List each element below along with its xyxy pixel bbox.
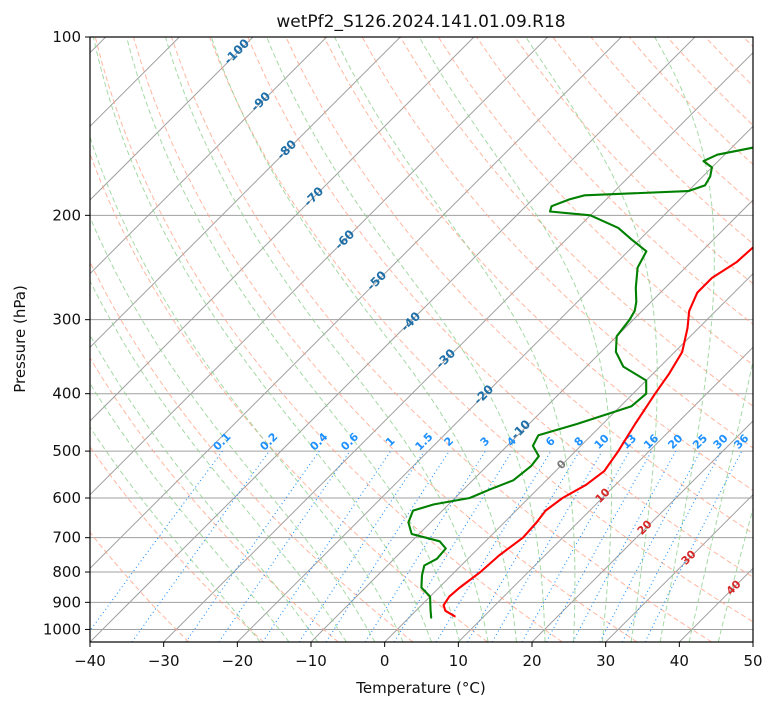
mixing-ratio-line [132,451,269,642]
dry-adiabat-line [744,37,775,642]
moist-adiabat-line [93,37,431,642]
dry-adiabat-label: -50 [364,268,389,293]
moist-adiabat-line [0,37,260,642]
dry-adiabat-line [438,37,775,642]
x-tick-label: 50 [743,652,762,670]
dry-adiabat-line [705,37,775,642]
x-tick-label: 20 [522,652,541,670]
x-tick-label: −30 [148,652,180,670]
chart-title: wetPf2_S126.2024.141.01.09.R18 [276,12,565,32]
y-tick-label: 600 [52,489,81,507]
isotherm-line [0,37,253,642]
x-tick-label: 30 [596,652,615,670]
moist-adiabat-line [39,37,375,642]
dry-adiabat-line [667,37,775,642]
x-tick-label: −40 [74,652,106,670]
mixing-ratio-label: 20 [665,431,685,451]
background-line-layer [0,37,775,642]
mixing-ratio-line [573,451,676,642]
isotherm-line [0,37,400,642]
isotherm-line [532,37,775,642]
mixing-ratio-label: 2 [442,434,457,449]
x-tick-label: −20 [222,652,254,670]
mixing-ratio-label: 8 [572,434,587,449]
mixing-ratio-label: 0.6 [338,430,361,453]
mixing-ratio-label: 6 [543,434,558,449]
y-axis-label: Pressure (hPa) [11,285,29,393]
y-tick-label: 1000 [43,620,81,638]
dewpoint-profile-line [408,37,775,618]
moist-adiabat-line [419,37,612,642]
mixing-ratio-label: 1.5 [413,430,436,453]
mixing-ratio-label: 0.2 [257,430,280,453]
isotherm-line [753,37,775,642]
mixing-ratio-line [546,451,651,642]
mixing-ratio-line [600,451,701,642]
x-tick-label: 40 [670,652,689,670]
isotherm-line [90,37,695,642]
mixing-ratio-label: 3 [478,434,493,449]
moist-adiabat-line [165,37,488,642]
y-tick-label: 800 [52,563,81,581]
y-tick-label: 300 [52,311,81,329]
isotherm-line [0,37,327,642]
moist-adiabat-line [211,37,516,642]
mixing-ratio-label: 10 [592,431,612,451]
isotherm-line [0,37,474,642]
mixing-ratio-line [263,451,391,642]
y-tick-label: 500 [52,442,81,460]
x-axis-label: Temperature (°C) [355,679,485,697]
isotherm-line [16,37,621,642]
y-tick-label: 200 [52,206,81,224]
mixing-ratio-line [299,451,424,642]
mixing-ratio-label: 30 [711,431,731,451]
y-tick-label: 700 [52,529,81,547]
moist-adiabat-line [718,37,775,642]
dry-adiabat-label: -90 [248,89,273,114]
mixing-ratio-line [394,451,512,642]
x-tick-label: −10 [295,652,327,670]
dry-adiabat-line [553,37,775,642]
isotherm-line [311,37,775,642]
mixing-ratio-line [82,451,223,642]
moist-adiabat-label: 30 [679,547,699,567]
moist-adiabat-label: 10 [593,485,613,505]
mixing-ratio-line [622,451,721,642]
mixing-ratio-line [219,451,350,642]
dry-adiabat-line [172,37,712,642]
dry-adiabat-line [477,37,775,642]
dry-adiabat-line [591,37,775,642]
y-tick-label: 100 [52,28,81,46]
isotherm-line [164,37,769,642]
moist-adiabat-line [0,37,318,642]
dry-adiabat-line [19,37,413,642]
moist-adiabat-label: 20 [635,517,655,537]
dry-adiabat-line [0,37,263,642]
mixing-ratio-line [436,451,551,642]
dry-adiabat-label: -100 [221,36,252,67]
y-tick-label: 900 [52,593,81,611]
mixing-ratio-label: 0.1 [211,430,234,453]
mixing-ratio-label: 0.4 [307,430,330,453]
profile-layer [408,37,775,618]
y-tick-label: 400 [52,385,81,403]
x-tick-label: 0 [380,652,390,670]
dry-adiabat-label: -80 [274,137,299,162]
moist-adiabat-line [689,37,775,642]
moist-adiabat-line [64,37,403,642]
dry-adiabat-label: -20 [471,382,496,407]
isotherm-line [679,37,775,642]
dry-adiabat-line [362,37,775,642]
mixing-ratio-label: 1 [383,434,398,449]
x-tick-label: 10 [449,652,468,670]
dry-adiabat-line [0,37,338,642]
mixing-ratio-label: 16 [641,431,661,451]
dry-adiabat-label: -30 [433,346,458,371]
